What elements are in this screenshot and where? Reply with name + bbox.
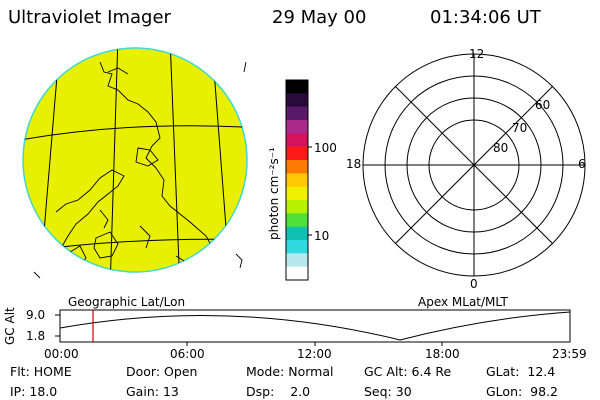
timeline-xtick-4: 23:59	[552, 347, 587, 361]
mlat-label-60: 60	[535, 98, 551, 112]
altitude-timeline	[55, 309, 571, 346]
colorbar-cell	[286, 253, 308, 268]
coastline-fragments	[33, 61, 247, 279]
colorbar-cell	[286, 106, 308, 121]
colorbar-cell	[286, 146, 308, 161]
mlt-label-left: 18	[346, 157, 362, 171]
timeline-xtick-1: 06:00	[170, 347, 205, 361]
colorbar-cells	[286, 80, 308, 281]
polar-panel-caption: Apex MLat/MLT	[418, 295, 508, 309]
colorbar-cell	[286, 240, 308, 254]
timeline-xtick-2: 12:00	[297, 347, 332, 361]
colorbar-cell	[286, 93, 308, 108]
colorbar	[285, 79, 312, 281]
mlt-label-top: 12	[469, 47, 485, 61]
earth-disk	[22, 47, 248, 273]
status-glon: GLon: 98.2	[486, 384, 559, 399]
earth-image	[22, 47, 248, 279]
time-label: 01:34:06 UT	[430, 7, 541, 28]
colorbar-cell	[286, 120, 308, 134]
date-label: 29 May 00	[272, 7, 367, 28]
mlat-label-70: 70	[512, 121, 528, 135]
altitude-curve	[59, 311, 571, 341]
timeline-axis-label: GC Alt	[3, 307, 17, 345]
polar-plot	[362, 53, 586, 277]
colorbar-cell	[286, 266, 308, 281]
timeline-ytick-top: 9.0	[26, 308, 46, 322]
status-glat: GLat: 12.4	[486, 364, 556, 379]
colorbar-cell	[286, 80, 308, 94]
mlat-label-80: 80	[493, 141, 509, 155]
timeline-ticks	[55, 314, 443, 346]
status-door: Door: Open	[126, 364, 198, 379]
earth-panel-caption: Geographic Lat/Lon	[68, 295, 186, 309]
colorbar-cell	[286, 186, 308, 201]
timeline-xtick-0: 00:00	[44, 347, 79, 361]
timeline-frame	[59, 309, 571, 343]
status-gc-alt: GC Alt: 6.4 Re	[364, 364, 452, 379]
timeline-xtick-3: 18:00	[425, 347, 460, 361]
colorbar-frame	[285, 79, 309, 281]
status-flt: Flt: HOME	[10, 364, 72, 379]
status-seq: Seq: 30	[364, 384, 412, 399]
colorbar-unit-label: photon cm⁻²s⁻¹	[267, 147, 281, 240]
status-mode: Mode: Normal	[246, 364, 334, 379]
mlt-label-bottom: 0	[470, 277, 478, 291]
colorbar-cell	[286, 213, 308, 228]
polar-spokes	[363, 54, 585, 276]
status-ip: IP: 18.0	[10, 384, 58, 399]
status-gain: Gain: 13	[126, 384, 179, 399]
mlt-label-right: 6	[578, 157, 586, 171]
colorbar-cell	[286, 133, 308, 148]
colorbar-cell	[286, 226, 308, 241]
colorbar-cell	[286, 200, 308, 214]
colorbar-cell	[286, 160, 308, 174]
instrument-title: Ultraviolet Imager	[8, 7, 171, 28]
timeline-ytick-bottom: 1.8	[26, 329, 46, 343]
colorbar-cell	[286, 173, 308, 188]
colorbar-tick-100-label: 100	[314, 141, 337, 155]
colorbar-tick-10-label: 10	[314, 229, 330, 243]
status-dsp: Dsp: 2.0	[246, 384, 311, 399]
